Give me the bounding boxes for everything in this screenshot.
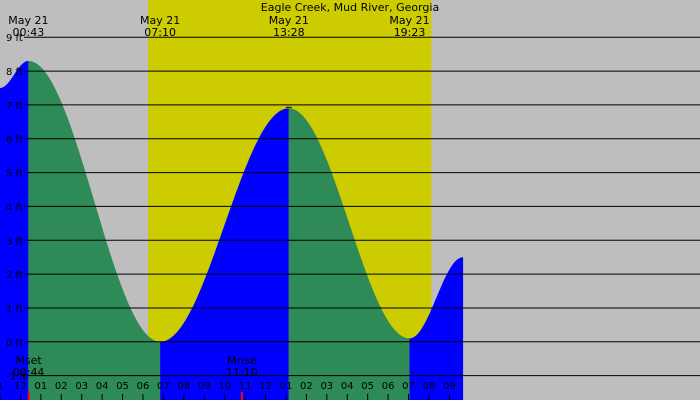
rising-tide-area — [409, 257, 464, 400]
x-tick-label: 05 — [361, 381, 374, 392]
y-tick-label: 5 ft — [6, 169, 23, 180]
extreme-date-label: May 21 — [140, 14, 180, 27]
falling-tide-area — [28, 60, 161, 400]
rising-tide-area — [160, 108, 289, 400]
x-tick-label: 07 — [157, 381, 170, 392]
y-tick-label: 4 ft — [6, 202, 23, 213]
x-tick-label: 12 — [14, 381, 27, 392]
y-tick-label: 8 ft — [6, 67, 23, 78]
extreme-time-label: 19:23 — [394, 26, 426, 39]
extreme-time-label: 00:43 — [13, 26, 45, 39]
falling-tide-area — [288, 108, 410, 400]
moon-event-label: Mrise — [227, 354, 257, 367]
x-tick-label: 09 — [443, 381, 456, 392]
x-tick-label: 04 — [96, 381, 109, 392]
extreme-time-label: 07:10 — [144, 26, 176, 39]
x-tick-label: 08 — [177, 381, 190, 392]
y-tick-label: 6 ft — [6, 135, 23, 146]
x-tick-label: 10 — [218, 381, 231, 392]
x-tick-label: 03 — [320, 381, 333, 392]
chart-title: Eagle Creek, Mud River, Georgia — [261, 1, 439, 14]
x-tick-label: 06 — [382, 381, 395, 392]
x-tick-label: 08 — [423, 381, 436, 392]
x-tick-label: 02 — [55, 381, 68, 392]
y-tick-label: -1 ft — [6, 372, 26, 383]
x-tick-label: 01 — [34, 381, 47, 392]
y-tick-label: 7 ft — [6, 101, 23, 112]
x-tick-label: 07 — [402, 381, 415, 392]
y-tick-label: 3 ft — [6, 236, 23, 247]
x-tick-label: 04 — [341, 381, 354, 392]
x-tick-label: 09 — [198, 381, 211, 392]
x-tick-label: 06 — [137, 381, 150, 392]
moon-event-time: 11:10 — [226, 366, 258, 379]
x-tick-label: 03 — [75, 381, 88, 392]
x-tick-label: 12 — [259, 381, 272, 392]
y-tick-label: 1 ft — [6, 304, 23, 315]
extreme-date-label: May 21 — [8, 14, 48, 27]
extreme-date-label: May 21 — [269, 14, 309, 27]
moon-event-label: Mset — [15, 354, 42, 367]
x-tick-label: 05 — [116, 381, 129, 392]
moon-event-time: 00:44 — [13, 366, 45, 379]
extreme-time-label: 13:28 — [273, 26, 305, 39]
x-tick-label: 02 — [300, 381, 313, 392]
tide-fill-layer — [0, 60, 464, 400]
x-tick-label: 1 — [0, 381, 3, 392]
rising-tide-area — [0, 60, 29, 400]
x-tick-label: 01 — [280, 381, 293, 392]
y-tick-label: 9 ft — [6, 33, 23, 44]
extreme-date-label: May 21 — [389, 14, 429, 27]
y-tick-label: 2 ft — [6, 270, 23, 281]
y-tick-label: 0 ft — [6, 338, 23, 349]
gridline-layer — [0, 36, 700, 400]
label-layer: Eagle Creek, Mud River, Georgia -1 ft 0 f… — [0, 1, 456, 392]
x-tick-label: 11 — [239, 381, 252, 392]
